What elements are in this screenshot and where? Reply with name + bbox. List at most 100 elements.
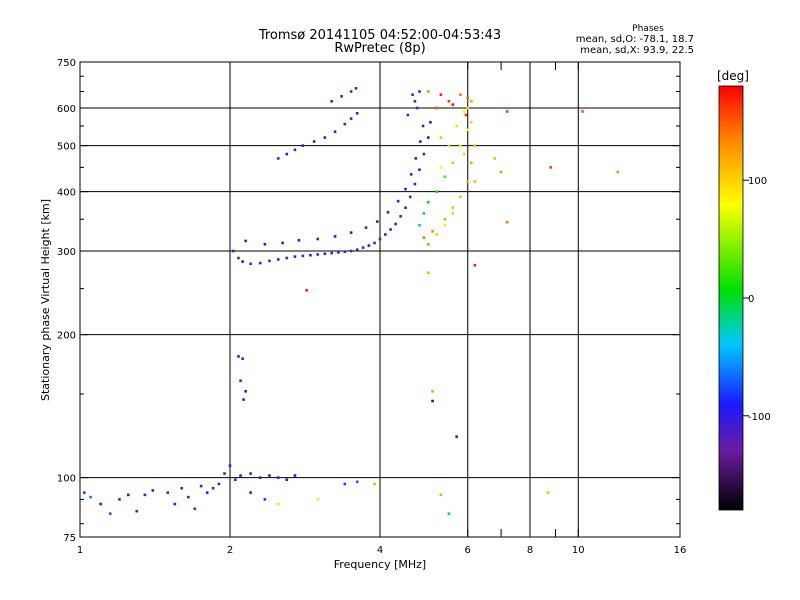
echo-point: [404, 187, 407, 191]
echo-point: [211, 486, 215, 490]
echo-point: [470, 120, 473, 124]
y-tick-label: 300: [57, 247, 76, 258]
echo-point: [431, 230, 434, 233]
echo-point: [408, 195, 412, 199]
echo-point: [581, 110, 584, 113]
echo-point: [126, 493, 130, 497]
echo-point: [309, 253, 312, 257]
echo-point: [464, 113, 468, 117]
colorbar: [718, 85, 744, 511]
echo-point: [466, 106, 470, 110]
echo-point: [435, 233, 439, 236]
echo-point: [82, 491, 86, 494]
y-axis-label: Stationary phase Virtual Height [km]: [39, 199, 52, 401]
echo-point: [193, 507, 197, 511]
echo-point: [375, 220, 379, 223]
echo-point: [355, 480, 359, 484]
echo-point: [99, 502, 102, 506]
echo-point: [399, 214, 402, 218]
stats-header: Phases: [632, 24, 664, 34]
echo-point: [276, 476, 280, 479]
echo-point: [549, 166, 552, 169]
echo-point: [268, 259, 271, 263]
colorbar-tick-label: -100: [748, 412, 771, 423]
echo-point: [396, 199, 400, 203]
echo-point: [451, 103, 455, 106]
echo-point: [406, 113, 410, 117]
echo-point: [323, 252, 327, 256]
echo-point: [241, 357, 244, 361]
echo-point: [355, 111, 359, 115]
echo-point: [411, 93, 414, 97]
echo-point: [281, 241, 284, 245]
echo-point: [228, 464, 232, 467]
echo-point: [285, 256, 289, 260]
echo-point: [415, 106, 419, 110]
colorbar-tick-label: 0: [748, 294, 754, 305]
echo-point: [447, 144, 451, 147]
echo-point: [293, 148, 297, 152]
echo-point: [333, 130, 337, 133]
grid-lines: [80, 62, 680, 537]
echo-point: [340, 95, 343, 98]
echo-point: [337, 251, 340, 254]
echo-point: [616, 170, 620, 174]
echo-point: [418, 168, 421, 171]
echo-point: [431, 389, 434, 393]
echo-point: [361, 246, 365, 249]
y-tick-label: 100: [57, 474, 76, 485]
colorbar-tick-label: 100: [748, 176, 767, 187]
echo-point: [263, 498, 267, 501]
echo-point: [217, 482, 221, 486]
echo-point: [239, 474, 242, 477]
echo-point: [187, 495, 190, 499]
echo-point: [384, 233, 387, 236]
echo-point: [312, 140, 316, 143]
chart-subtitle: RwPretec (8p): [334, 41, 425, 56]
stats-o-line: mean, sd,O: -78.1, 18.7: [576, 34, 694, 45]
echo-point: [505, 110, 509, 113]
echo-point: [426, 200, 430, 204]
chart-title: Tromsø 20141105 04:52:00-04:53:43: [258, 28, 501, 43]
echo-point: [447, 99, 451, 103]
echo-point: [431, 399, 434, 403]
echo-point: [180, 486, 184, 490]
echo-point: [205, 491, 209, 494]
echo-point: [293, 474, 297, 477]
echo-point: [422, 236, 426, 240]
echo-point: [343, 482, 347, 486]
echo-point: [364, 226, 368, 229]
echo-point: [421, 124, 425, 128]
axis-ticks: 1 2 4 6 8 10 16 75 100 200 300 400 500 600 750: [57, 58, 686, 556]
echo-point: [466, 180, 470, 183]
echo-point: [386, 210, 390, 214]
echo-point: [459, 144, 462, 147]
echo-point: [316, 498, 320, 501]
echo-point: [367, 244, 371, 247]
echo-point: [439, 166, 443, 169]
echo-point: [199, 484, 203, 488]
echo-point: [239, 379, 242, 382]
echo-point: [435, 106, 439, 110]
echo-point: [276, 502, 280, 506]
echo-point: [426, 136, 430, 139]
echo-point: [422, 212, 426, 215]
y-tick-label: 750: [57, 58, 76, 69]
echo-point: [413, 182, 417, 186]
echo-point: [426, 271, 430, 275]
x-axis-label: Frequency [MHz]: [334, 558, 426, 571]
echo-point: [473, 180, 477, 183]
y-tick-label: 400: [57, 188, 76, 199]
x-tick-label: 2: [227, 545, 233, 556]
echo-point: [414, 157, 418, 160]
echo-point: [118, 498, 121, 501]
echo-point: [439, 93, 443, 97]
echo-point: [451, 161, 455, 165]
x-tick-label: 8: [527, 545, 533, 556]
echo-point: [413, 99, 417, 103]
echo-point: [505, 220, 509, 224]
y-tick-label: 75: [63, 533, 76, 544]
echo-point: [451, 206, 455, 210]
echo-point: [244, 389, 247, 393]
echo-point: [166, 491, 170, 494]
